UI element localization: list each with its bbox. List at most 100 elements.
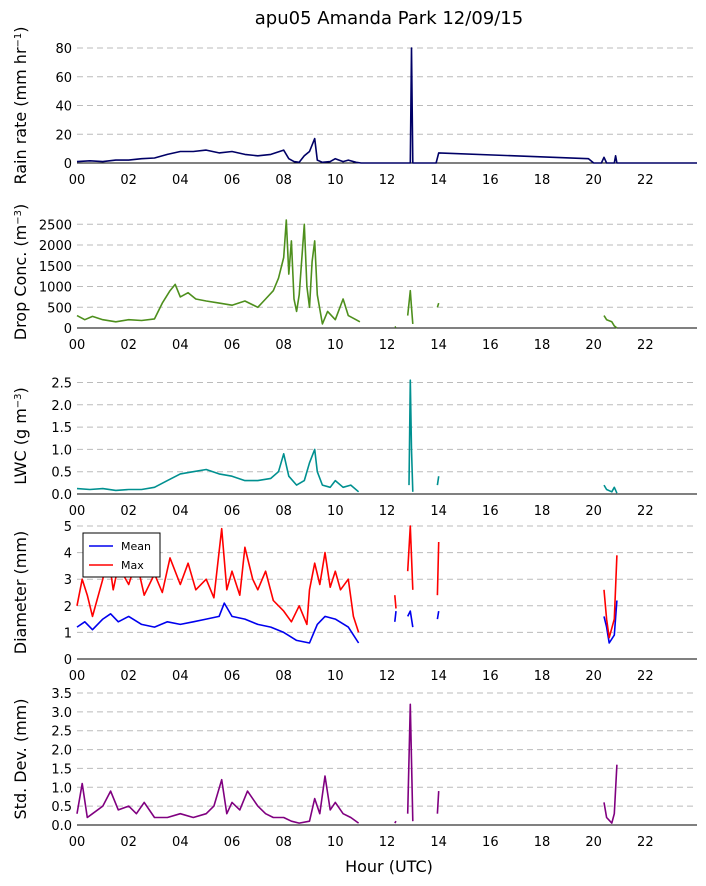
y-tick-label: 500 — [47, 301, 72, 316]
x-tick-label: 20 — [585, 835, 602, 850]
x-tick-label: 04 — [172, 504, 189, 519]
x-tick-label: 16 — [482, 669, 499, 684]
y-tick-label: 0.0 — [51, 488, 72, 503]
y-tick-label: 2.0 — [51, 744, 72, 759]
x-tick-label: 00 — [69, 835, 86, 850]
x-tick-label: 08 — [275, 173, 292, 188]
x-tick-label: 12 — [379, 338, 396, 353]
series-line-mean — [76, 600, 618, 644]
x-tick-label: 22 — [637, 338, 654, 353]
y-tick-label: 2.5 — [51, 376, 72, 391]
legend-label: Mean — [121, 540, 151, 553]
y-tick-label: 4 — [64, 547, 72, 562]
x-tick-label: 10 — [327, 173, 344, 188]
y-tick-label: 5 — [64, 520, 72, 535]
y-tick-label: 0 — [64, 322, 72, 337]
x-tick-label: 22 — [637, 669, 654, 684]
x-tick-label: 10 — [327, 669, 344, 684]
x-tick-label: 10 — [327, 504, 344, 519]
x-tick-label: 20 — [585, 669, 602, 684]
x-tick-label: 06 — [224, 173, 241, 188]
y-tick-label: 1.0 — [51, 443, 72, 458]
x-tick-label: 18 — [534, 835, 551, 850]
series-line-max — [76, 525, 618, 639]
x-tick-label: 00 — [69, 173, 86, 188]
panel-std-dev: 0.0 0.5 1.0 1.5 2.0 2.5 3.0 3.5 00 02 04 06 08 10 12 14… — [11, 687, 697, 850]
x-tick-label: 20 — [585, 173, 602, 188]
x-tick-label: 14 — [430, 504, 447, 519]
x-tick-label: 06 — [224, 835, 241, 850]
y-tick-label: 2.0 — [51, 399, 72, 414]
x-tick-label: 00 — [69, 669, 86, 684]
legend: Mean Max — [82, 532, 161, 578]
y-tick-label: 3 — [64, 573, 72, 588]
x-tick-label: 14 — [430, 835, 447, 850]
x-tick-label: 22 — [637, 835, 654, 850]
y-tick-label: 2000 — [39, 239, 72, 254]
x-axis-title: Hour (UTC) — [345, 857, 433, 876]
y-axis-title: Rain rate (mm hr−1) — [11, 26, 30, 184]
y-axis-title: Drop Conc. (m−3) — [11, 204, 30, 340]
x-tick-label: 18 — [534, 173, 551, 188]
panel-lwc: 0.0 0.5 1.0 1.5 2.0 2.5 00 02 04 06 08 10 12 14 16 18 20… — [11, 376, 697, 519]
x-tick-label: 02 — [120, 669, 137, 684]
series-line-lwc — [76, 379, 618, 494]
x-tick-label: 14 — [430, 173, 447, 188]
x-tick-label: 16 — [482, 338, 499, 353]
y-tick-label: 1.5 — [51, 421, 72, 436]
x-tick-label: 08 — [275, 669, 292, 684]
series-line-drop-conc — [76, 219, 618, 329]
x-tick-label: 08 — [275, 835, 292, 850]
x-tick-label: 06 — [224, 504, 241, 519]
x-tick-label: 14 — [430, 338, 447, 353]
chart-title: apu05 Amanda Park 12/09/15 — [255, 8, 523, 29]
y-tick-label: 1 — [64, 626, 72, 641]
y-tick-label: 0 — [64, 157, 72, 172]
y-tick-label: 0.0 — [51, 819, 72, 834]
x-tick-label: 18 — [534, 338, 551, 353]
x-tick-label: 02 — [120, 504, 137, 519]
y-tick-label: 1.0 — [51, 781, 72, 796]
x-tick-label: 04 — [172, 835, 189, 850]
y-tick-label: 0 — [64, 653, 72, 668]
x-tick-label: 12 — [379, 504, 396, 519]
x-tick-label: 04 — [172, 173, 189, 188]
x-tick-label: 10 — [327, 835, 344, 850]
y-axis-title: Std. Dev. (mm) — [11, 699, 30, 820]
y-axis-title: Diameter (mm) — [11, 531, 30, 654]
y-tick-label: 1.5 — [51, 762, 72, 777]
x-tick-label: 02 — [120, 338, 137, 353]
y-tick-label: 3.0 — [51, 706, 72, 721]
x-tick-label: 22 — [637, 173, 654, 188]
y-tick-label: 80 — [55, 42, 72, 57]
x-tick-label: 08 — [275, 338, 292, 353]
y-tick-label: 40 — [55, 100, 72, 115]
x-tick-label: 06 — [224, 669, 241, 684]
y-tick-label: 2500 — [39, 218, 72, 233]
y-tick-label: 0.5 — [51, 466, 72, 481]
x-tick-label: 22 — [637, 504, 654, 519]
x-tick-label: 00 — [69, 504, 86, 519]
y-tick-label: 20 — [55, 128, 72, 143]
x-tick-label: 16 — [482, 173, 499, 188]
y-tick-label: 3.5 — [51, 687, 72, 702]
x-tick-label: 20 — [585, 504, 602, 519]
x-tick-label: 18 — [534, 669, 551, 684]
y-tick-label: 2 — [64, 600, 72, 615]
x-tick-label: 12 — [379, 835, 396, 850]
y-tick-label: 1000 — [39, 281, 72, 296]
series-line-std-dev — [76, 703, 618, 824]
x-tick-label: 12 — [379, 669, 396, 684]
legend-label: Max — [121, 559, 144, 572]
x-tick-label: 04 — [172, 669, 189, 684]
x-tick-label: 04 — [172, 338, 189, 353]
legend-box — [82, 532, 161, 578]
y-axis-title: LWC (g m−3) — [11, 387, 30, 485]
x-tick-label: 08 — [275, 504, 292, 519]
y-tick-label: 0.5 — [51, 800, 72, 815]
x-tick-label: 00 — [69, 338, 86, 353]
x-tick-label: 18 — [534, 504, 551, 519]
